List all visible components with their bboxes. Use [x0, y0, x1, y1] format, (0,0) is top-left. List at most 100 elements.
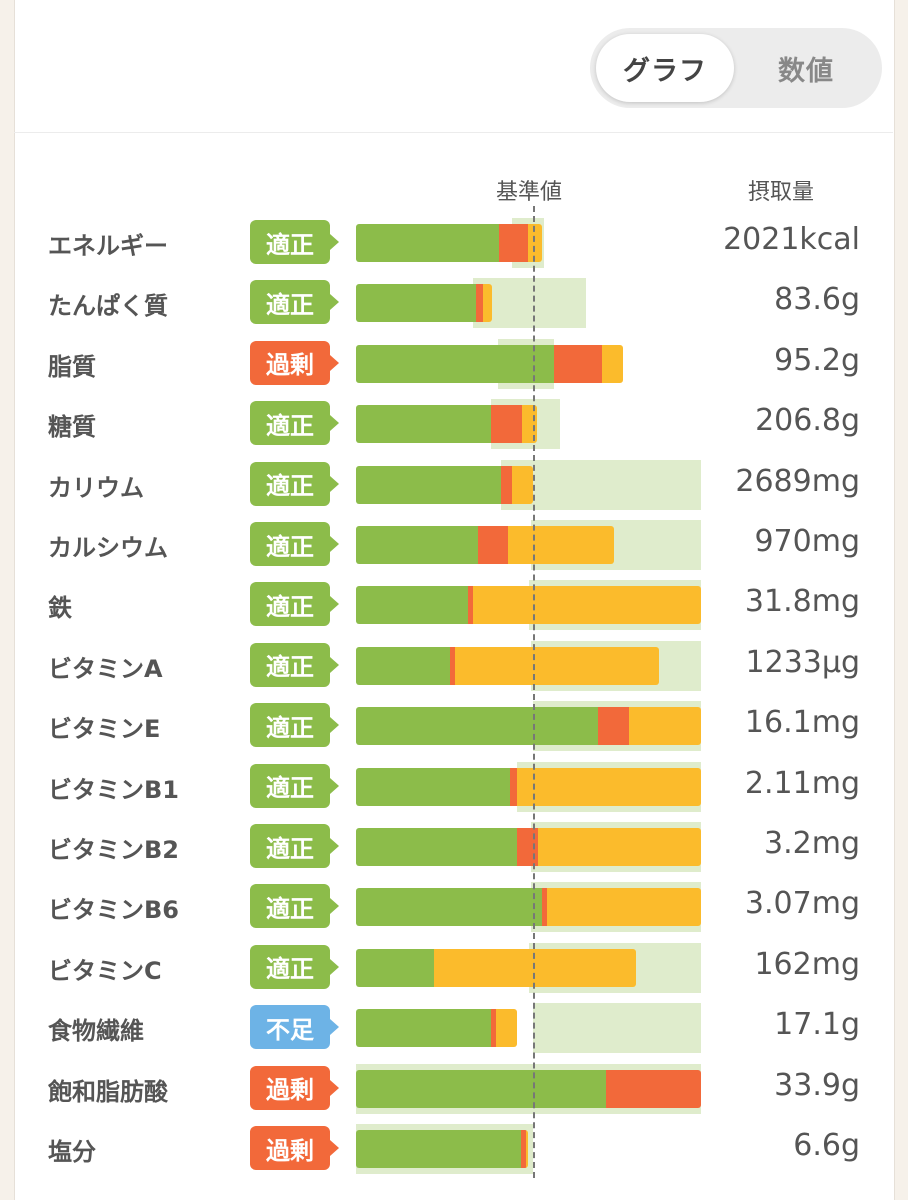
nutrient-name: カルシウム	[48, 534, 168, 562]
bar-segment-green	[356, 888, 542, 927]
nutrient-row: ビタミンB2 適正 3.2mg	[0, 822, 908, 872]
status-badge: 適正	[250, 522, 339, 566]
intake-header: 摂取量	[748, 180, 815, 205]
status-label: 適正	[266, 653, 314, 682]
intake-bar	[356, 707, 702, 746]
status-label: 適正	[266, 290, 314, 319]
status-label: 不足	[266, 1015, 314, 1044]
status-badge: 適正	[250, 401, 339, 446]
status-badge: 過剰	[250, 1126, 339, 1170]
nutrient-name: ビタミンB6	[48, 896, 179, 925]
status-badge: 適正	[250, 220, 339, 264]
intake-value: 2.11mg	[744, 765, 860, 801]
bar-segment-green	[356, 948, 434, 987]
bar-segment-yellow	[508, 526, 615, 564]
intake-value: 6.6g	[793, 1128, 860, 1163]
intake-value: 2689mg	[735, 463, 860, 499]
graph-tab[interactable]: グラフ	[596, 34, 734, 102]
bar-segment-green	[356, 1130, 521, 1168]
nutrient-name: カリウム	[48, 473, 144, 502]
status-label: 適正	[266, 230, 314, 259]
bar-segment-red	[501, 465, 512, 504]
status-badge: 適正	[250, 280, 339, 325]
bar-segment-red	[554, 344, 603, 383]
nutrient-row: 塩分 過剰 6.6g	[0, 1124, 908, 1174]
bar-segment-red	[478, 526, 509, 564]
intake-bar	[356, 948, 636, 987]
bar-segment-green	[356, 1009, 491, 1048]
status-label: 適正	[266, 532, 314, 561]
status-label: 適正	[266, 592, 314, 621]
bar-segment-red	[541, 888, 548, 927]
intake-bar	[356, 1130, 528, 1168]
number-tab[interactable]: 数値	[778, 55, 834, 87]
intake-bar	[356, 526, 615, 564]
bar-segment-yellow	[628, 707, 702, 746]
bar-segment-green	[356, 405, 491, 444]
bar-segment-red	[476, 284, 484, 323]
nutrient-row: ビタミンA 適正 1233μg	[0, 640, 908, 691]
status-label: 適正	[266, 834, 314, 863]
intake-bar	[356, 828, 702, 866]
view-toggle[interactable]: グラフ 数値	[590, 28, 882, 108]
status-label: 適正	[266, 713, 314, 742]
bar-segment-green	[356, 586, 468, 625]
bar-segment-red	[509, 767, 518, 806]
intake-value: 83.6g	[774, 282, 860, 318]
reference-band	[533, 1003, 702, 1054]
status-badge: 適正	[250, 884, 339, 929]
bar-segment-red	[517, 828, 539, 866]
intake-bar	[356, 586, 702, 625]
intake-value: 33.9g	[774, 1067, 860, 1103]
bar-segment-yellow	[547, 888, 702, 927]
intake-value: 31.8mg	[744, 584, 860, 620]
bar-segment-yellow	[517, 767, 702, 806]
nutrient-row: ビタミンC 適正 162mg	[0, 942, 908, 993]
nutrient-row: ビタミンB6 適正 3.07mg	[0, 882, 908, 933]
intake-bar	[356, 344, 624, 383]
nutrient-row: ビタミンE 適正 16.1mg	[0, 701, 908, 752]
nutrient-name: エネルギー	[48, 232, 168, 260]
bar-segment-red	[490, 1009, 496, 1048]
status-badge: 過剰	[250, 1065, 339, 1110]
status-badge: 適正	[250, 944, 339, 989]
bar-segment-red	[605, 1069, 702, 1108]
bar-segment-green	[356, 646, 450, 685]
intake-bar	[356, 646, 659, 685]
intake-bar	[356, 405, 537, 444]
bar-segment-yellow	[483, 284, 493, 323]
nutrient-row: カルシウム 適正 970mg	[0, 520, 908, 570]
status-label: 適正	[266, 955, 314, 984]
intake-value: 1233μg	[745, 644, 860, 680]
intake-bar	[356, 1069, 702, 1108]
nutrient-name: ビタミンA	[48, 654, 163, 683]
bar-segment-yellow	[511, 465, 533, 504]
bar-segment-yellow	[495, 1009, 518, 1048]
bar-segment-yellow	[522, 405, 537, 444]
bar-segment-red	[499, 224, 528, 262]
status-badge: 過剰	[250, 340, 339, 385]
status-label: 過剰	[266, 1076, 314, 1105]
bar-segment-yellow	[602, 344, 624, 383]
intake-value: 3.07mg	[744, 886, 860, 922]
bar-segment-green	[356, 526, 479, 564]
reference-header: 基準値	[496, 180, 563, 205]
status-label: 適正	[266, 411, 314, 440]
nutrient-name: ビタミンC	[48, 956, 162, 985]
bar-segment-green	[356, 707, 599, 746]
bar-segment-yellow	[455, 646, 659, 685]
status-label: 適正	[266, 472, 314, 501]
status-label: 適正	[266, 774, 314, 803]
status-label: 過剰	[266, 1136, 314, 1165]
intake-bar	[356, 888, 702, 927]
intake-bar	[356, 284, 493, 323]
nutrient-name: ビタミンB1	[48, 775, 179, 804]
status-badge: 不足	[250, 1005, 339, 1050]
intake-value: 2021kcal	[723, 222, 860, 257]
bar-segment-green	[356, 344, 555, 383]
status-badge: 適正	[250, 703, 339, 748]
bar-segment-green	[356, 224, 500, 262]
nutrient-row: 脂質 過剰 95.2g	[0, 338, 908, 389]
status-badge: 適正	[250, 642, 339, 687]
status-badge: 適正	[250, 763, 339, 808]
